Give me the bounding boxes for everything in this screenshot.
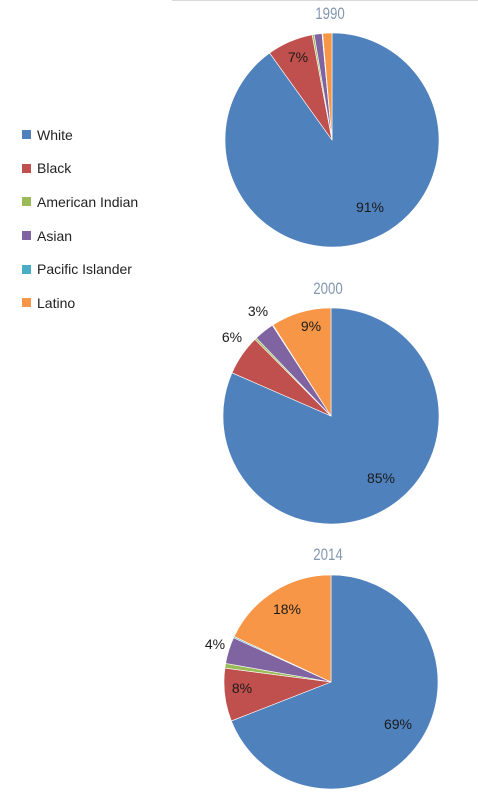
pie-slice-2000-white bbox=[222, 307, 440, 525]
legend-label: Asian bbox=[37, 227, 73, 244]
pie-data-label-2014-black: 8% bbox=[232, 680, 252, 696]
pie-title-1990: 1990 bbox=[315, 4, 345, 23]
pie-data-label-1990-white: 91% bbox=[356, 199, 384, 215]
top-divider bbox=[172, 0, 478, 1]
legend-label: White bbox=[37, 126, 73, 143]
pie-data-label-1990-black: 7% bbox=[288, 49, 308, 65]
legend-label: American Indian bbox=[37, 193, 139, 210]
legend-swatch bbox=[22, 130, 31, 140]
legend-swatch bbox=[22, 298, 31, 308]
legend-label: Latino bbox=[37, 294, 76, 311]
pie-slice-1990-latino bbox=[322, 32, 333, 141]
legend-item-asian: Asian bbox=[22, 219, 138, 253]
pie-slice-2000-latino bbox=[272, 307, 332, 418]
pie-data-label-2014-latino: 18% bbox=[273, 601, 301, 617]
legend-item-pacific-islander: Pacific Islander bbox=[22, 252, 138, 286]
legend-item-white: White bbox=[22, 118, 138, 152]
pie-slice-2014-white bbox=[230, 574, 439, 790]
pie-data-label-2000-black: 6% bbox=[222, 329, 242, 345]
pie-slice-2014-latino bbox=[233, 574, 332, 683]
pie-title-2014: 2014 bbox=[313, 545, 343, 564]
legend-label: Pacific Islander bbox=[37, 261, 132, 278]
pie-data-label-2000-white: 85% bbox=[367, 470, 395, 486]
chart-legend: White Black American Indian Asian Pacific Is… bbox=[22, 118, 138, 320]
legend-item-latino: Latino bbox=[22, 286, 138, 320]
pie-data-label-2014-asian: 4% bbox=[205, 636, 225, 652]
pie-slice-1990-white bbox=[224, 32, 440, 248]
pie-data-label-2014-white: 69% bbox=[384, 716, 412, 732]
legend-swatch bbox=[22, 197, 31, 207]
legend-swatch bbox=[22, 163, 31, 173]
pie-data-label-2000-asian: 3% bbox=[248, 303, 268, 319]
legend-swatch bbox=[22, 231, 31, 241]
pie-data-label-2000-latino: 9% bbox=[301, 318, 321, 334]
pie-title-2000: 2000 bbox=[313, 279, 343, 298]
legend-swatch bbox=[22, 264, 31, 274]
legend-label: Black bbox=[37, 160, 72, 177]
legend-item-black: Black bbox=[22, 152, 138, 186]
legend-item-american-indian: American Indian bbox=[22, 185, 138, 219]
